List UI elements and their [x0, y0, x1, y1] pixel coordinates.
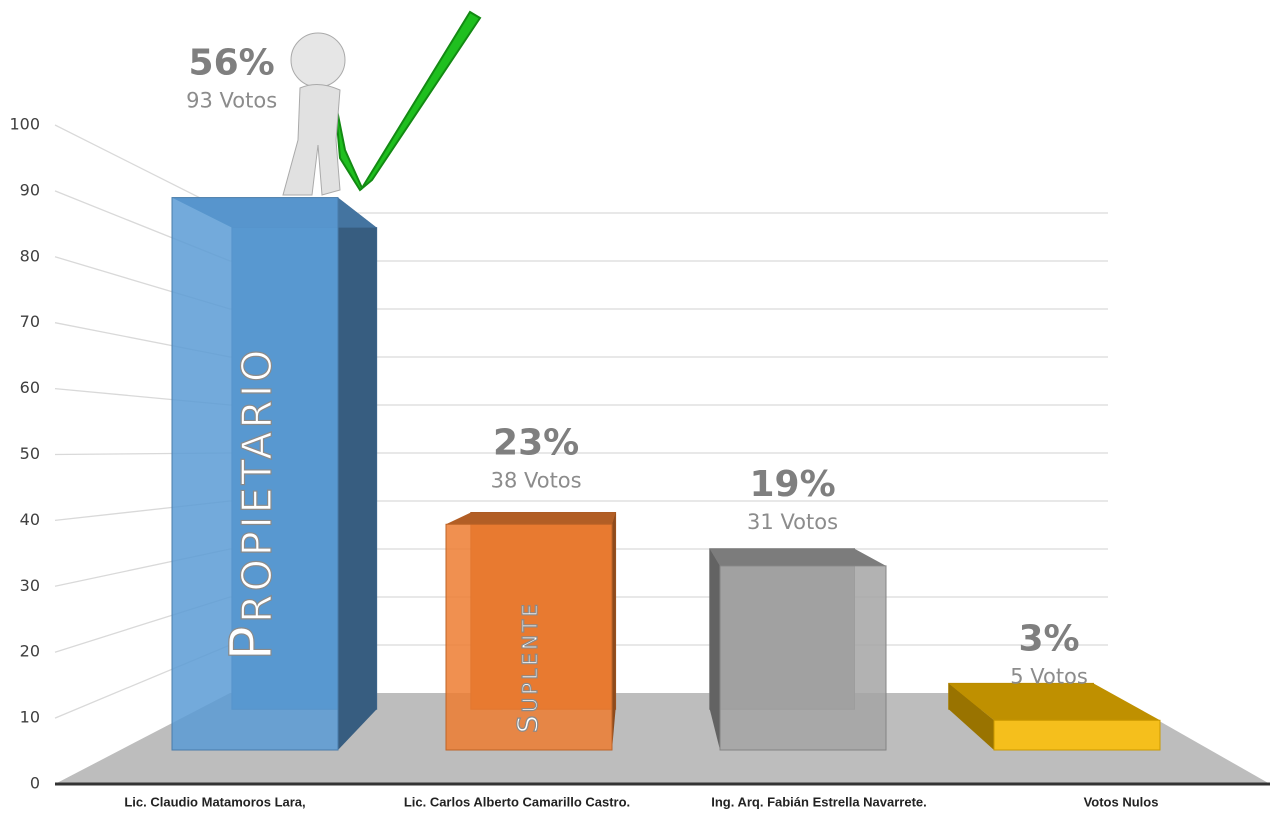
y-tick-label: 70: [20, 312, 40, 331]
x-tick-label: Lic. Claudio Matamoros Lara,: [124, 794, 305, 809]
bar-top: [446, 512, 616, 524]
value-label: 31 Votos: [747, 510, 838, 534]
bar-front: [994, 720, 1160, 750]
y-tick-label: 50: [20, 444, 40, 463]
bar-annotation: Propietario: [217, 347, 285, 661]
value-label: 93 Votos: [186, 89, 277, 113]
y-tick-label: 80: [20, 246, 40, 265]
bar-annotation: Suplente: [511, 601, 544, 733]
y-tick-label: 100: [9, 115, 40, 134]
y-tick-label: 0: [30, 774, 40, 793]
percent-label: 56%: [189, 43, 275, 84]
winner-figure: [283, 12, 480, 195]
y-tick-label: 90: [20, 180, 40, 199]
value-label: 5 Votos: [1010, 664, 1088, 688]
chart: 0 10 20 30 40 50 60 70 80 90 100 56% 93 Votos Propiet…: [0, 0, 1275, 813]
value-label: 38 Votos: [491, 468, 582, 492]
percent-label: 19%: [749, 464, 835, 505]
y-tick-label: 60: [20, 378, 40, 397]
y-tick-label: 40: [20, 510, 40, 529]
x-tick-label: Votos Nulos: [1084, 794, 1159, 809]
bar-top: [710, 549, 886, 566]
percent-label: 23%: [493, 422, 579, 463]
x-tick-label: Ing. Arq. Fabián Estrella Navarrete.: [711, 794, 927, 809]
bar-front: [720, 566, 886, 750]
y-tick-label: 10: [20, 708, 40, 727]
bar-side: [612, 512, 616, 750]
x-tick-label: Lic. Carlos Alberto Camarillo Castro.: [404, 794, 630, 809]
bar-side: [338, 198, 377, 750]
y-tick-label: 30: [20, 576, 40, 595]
percent-label: 3%: [1018, 618, 1079, 659]
bar: [710, 549, 886, 750]
y-tick-label: 20: [20, 642, 40, 661]
